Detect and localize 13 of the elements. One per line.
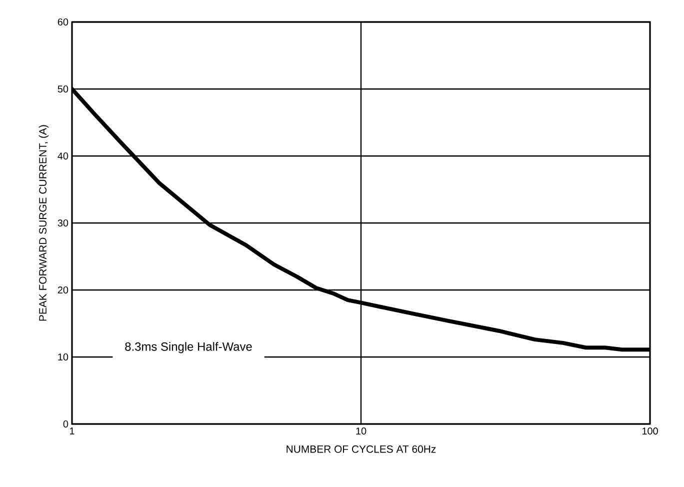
x-tick-label: 1: [70, 428, 74, 434]
annotation: 8.3ms Single Half-Wave: [125, 342, 252, 354]
x-tick-label: 10: [356, 428, 366, 435]
y-tick-label: 40: [58, 152, 68, 160]
x-axis-title: NUMBER OF CYCLES AT 60Hz: [286, 445, 436, 453]
x-tick-label: 100: [642, 428, 658, 435]
y-tick-label: 20: [58, 286, 68, 294]
y-tick-label: 30: [58, 219, 68, 227]
y-tick-label: 50: [58, 85, 68, 93]
y-axis-title: PEAK FORWARD SURGE CURRENT, (A): [38, 125, 49, 321]
y-tick-label: 0: [63, 420, 68, 428]
y-tick-label: 60: [58, 18, 68, 26]
y-tick-label: 10: [58, 353, 68, 361]
